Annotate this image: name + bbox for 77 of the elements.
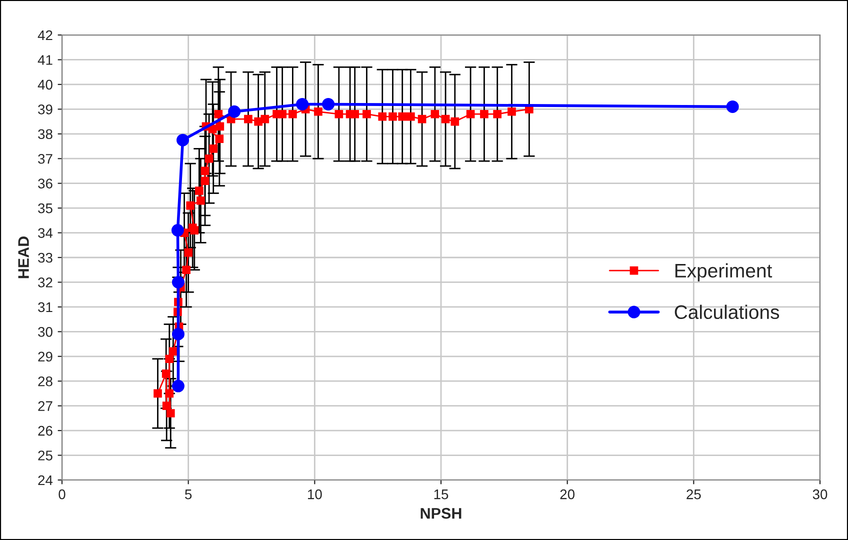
point [322,98,335,110]
point [162,370,170,378]
point [278,110,286,118]
y-tick-label: 26 [38,426,52,436]
y-tick-label: 27 [38,401,52,411]
point [182,266,190,274]
y-tick-label: 39 [38,104,52,114]
point [493,110,502,118]
point [154,389,162,398]
point [196,196,205,205]
point [169,347,178,356]
point [288,110,297,118]
point [398,112,407,121]
point [204,154,214,163]
point [314,107,322,116]
point [726,100,739,113]
point [172,380,184,392]
point [216,122,224,131]
x-tick-label: 15 [434,490,448,500]
y-tick-label: 33 [38,252,52,263]
point [214,110,223,118]
point [176,134,190,146]
point [244,114,252,124]
y-tick-label: 36 [38,178,52,189]
y-tick-label: 29 [38,352,52,362]
y-tick-label: 24 [38,475,53,486]
point [480,110,488,118]
point [186,201,195,210]
point [209,144,218,153]
point [166,409,175,418]
x-tick-label: 20 [560,489,575,500]
x-tick-label: 25 [686,489,701,500]
y-tick-label: 30 [38,327,52,337]
legend-label: Calculations [674,304,780,320]
point [296,98,309,110]
point [378,112,387,121]
y-tick-label: 32 [38,278,52,288]
x-tick-label: 10 [308,489,322,500]
point [450,117,460,126]
x-tick-label: 0 [58,489,66,500]
point [228,105,241,118]
y-tick-label: 28 [38,376,52,386]
point [260,114,270,124]
point [215,134,224,143]
point [388,112,397,121]
point [171,224,184,237]
y-tick-label: 41 [38,55,52,65]
y-tick-label: 34 [38,228,53,238]
y-tick-label: 25 [38,450,52,460]
point [200,176,210,186]
point [508,107,516,116]
point [172,276,184,288]
point [362,110,371,118]
y-axis-title: HEAD [18,236,29,278]
y-tick-label: 37 [38,154,52,164]
y-tick-label: 42 [38,30,52,40]
point [406,112,415,121]
point [466,110,475,118]
y-tick-label: 38 [38,129,52,140]
point [184,248,192,257]
point [190,226,199,234]
point [418,114,426,124]
x-tick-label: 5 [185,490,192,500]
point [195,186,204,195]
y-tick-label: 35 [38,203,52,214]
y-tick-label: 31 [38,302,52,312]
point [165,389,174,398]
point [350,110,360,118]
legend-label: Experiment [675,263,772,282]
point [430,110,440,118]
point [162,402,171,410]
y-tick-label: 40 [38,80,52,90]
point [441,114,450,124]
point [200,166,210,176]
x-tick-label: 30 [812,489,828,500]
point [334,110,344,118]
x-axis-title: NPSH [420,508,462,519]
